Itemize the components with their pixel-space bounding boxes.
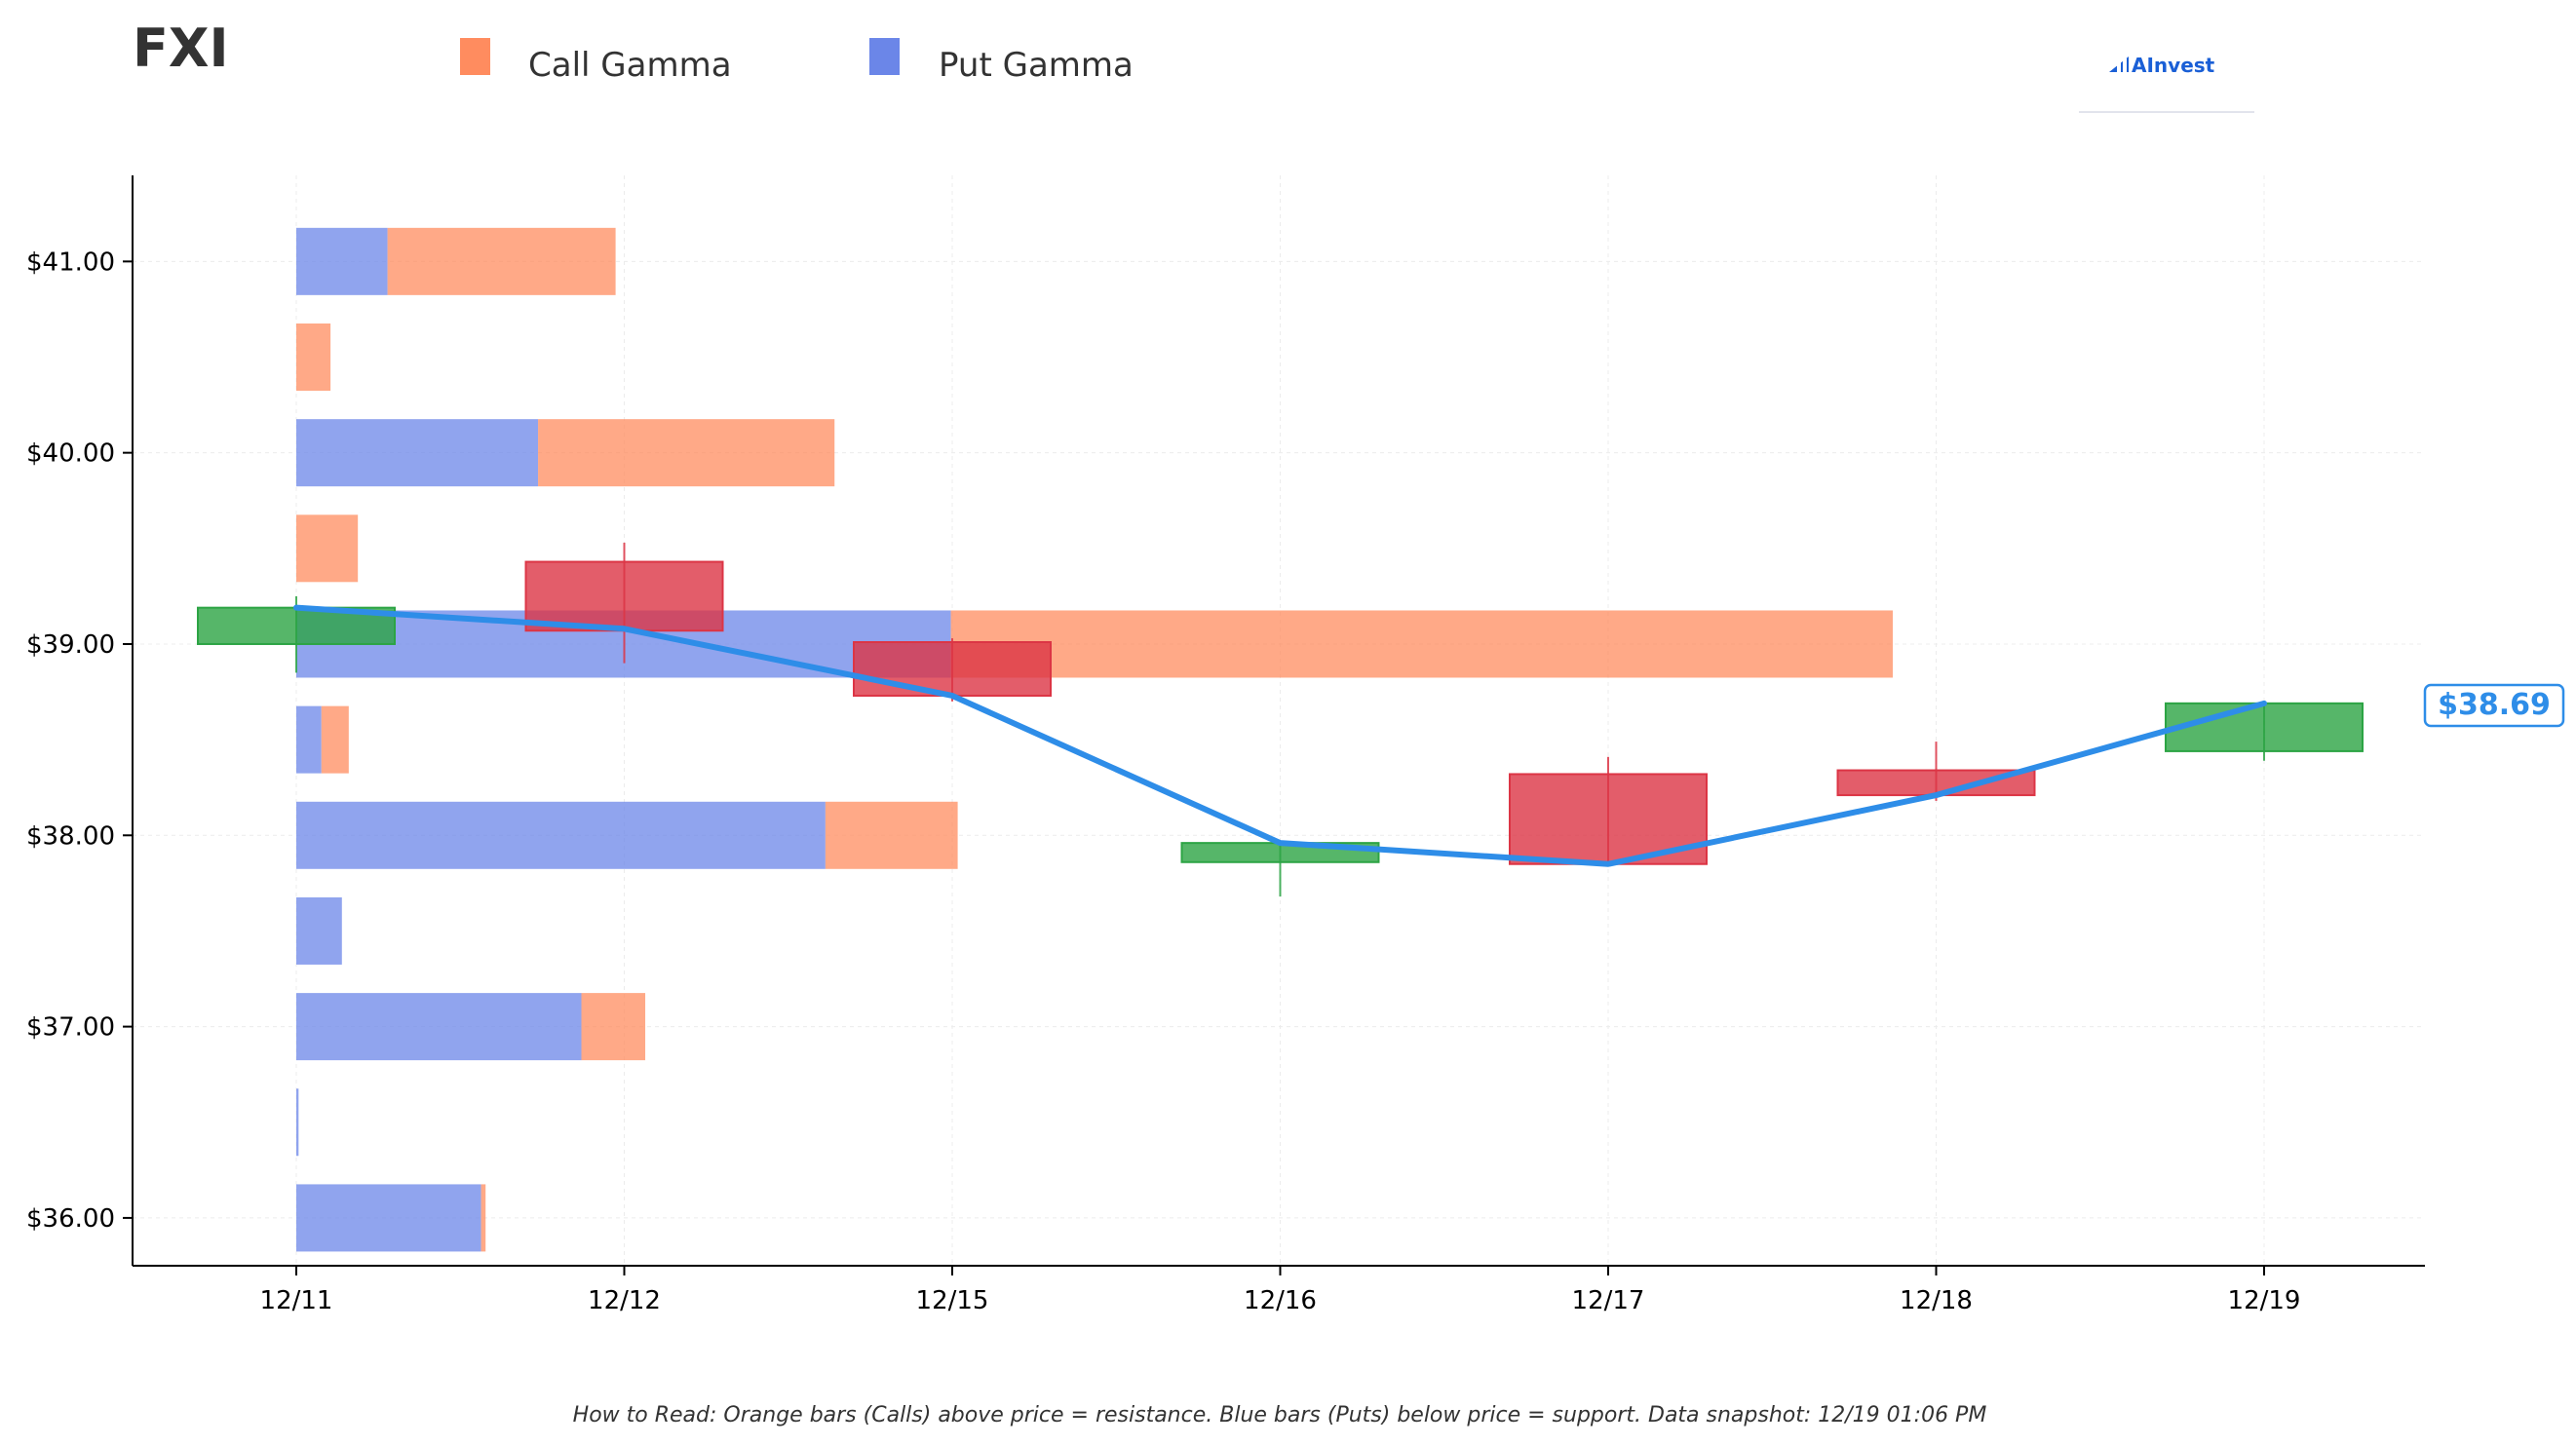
y-tick-label: $36.00 xyxy=(26,1204,115,1234)
put-gamma-bar xyxy=(296,419,539,487)
x-tick-label: 12/18 xyxy=(1900,1286,1973,1315)
brand-name: AInvest xyxy=(2132,54,2215,77)
x-tick-label: 12/17 xyxy=(1572,1286,1645,1315)
price-line-layer xyxy=(293,604,2267,867)
x-tick-label: 12/15 xyxy=(916,1286,989,1315)
current-price-label: $38.69 xyxy=(2438,688,2551,722)
call-gamma-bar xyxy=(950,610,1893,678)
footnote: How to Read: Orange bars (Calls) above p… xyxy=(573,1403,1987,1427)
legend: Call Gamma Put Gamma xyxy=(460,38,1134,85)
y-tick-label: $39.00 xyxy=(26,630,115,660)
x-tick-label: 12/11 xyxy=(260,1286,333,1315)
x-tick-label: 12/19 xyxy=(2228,1286,2301,1315)
call-gamma-bar xyxy=(321,705,349,774)
y-tick-label: $38.00 xyxy=(26,821,115,851)
candles-layer xyxy=(197,542,2364,897)
put-gamma-bar xyxy=(296,1088,299,1157)
current-price-tag: $38.69 xyxy=(2423,683,2565,728)
x-tick-label: 12/12 xyxy=(588,1286,661,1315)
legend-swatch-call xyxy=(460,38,490,75)
y-tick-label: $40.00 xyxy=(26,439,115,469)
candle-body xyxy=(524,560,724,632)
candle-body xyxy=(853,641,1052,697)
ainvest-logo-icon xyxy=(2109,57,2129,72)
grid-layer xyxy=(133,175,2425,1266)
call-gamma-bar xyxy=(296,323,331,391)
put-gamma-bar xyxy=(296,896,342,965)
axes-layer: $36.00 $37.00 $38.00 $39.00 $40.00 $41.00 12/1… xyxy=(26,175,2425,1315)
put-gamma-bar xyxy=(296,227,388,295)
legend-label-put: Put Gamma xyxy=(939,46,1134,85)
put-gamma-bar xyxy=(296,801,826,869)
put-gamma-bar xyxy=(296,1184,481,1252)
ticker-title: FXI xyxy=(133,18,229,79)
gamma-bars-layer xyxy=(296,227,1893,1252)
candle-body xyxy=(2165,702,2364,752)
put-gamma-bar xyxy=(296,705,322,774)
legend-swatch-put xyxy=(869,38,900,75)
put-gamma-bar xyxy=(296,993,582,1061)
call-gamma-bar xyxy=(387,227,616,295)
call-gamma-bar xyxy=(825,801,958,869)
y-tick-label: $37.00 xyxy=(26,1013,115,1043)
price-line xyxy=(293,604,2267,867)
x-tick-label: 12/16 xyxy=(1244,1286,1317,1315)
call-gamma-bar xyxy=(581,993,646,1061)
legend-label-call: Call Gamma xyxy=(528,46,732,85)
call-gamma-bar xyxy=(481,1184,486,1252)
brand-logo: AInvest xyxy=(2079,54,2254,113)
y-tick-label: $41.00 xyxy=(26,247,115,277)
call-gamma-bar xyxy=(538,419,835,487)
call-gamma-bar xyxy=(296,514,359,583)
